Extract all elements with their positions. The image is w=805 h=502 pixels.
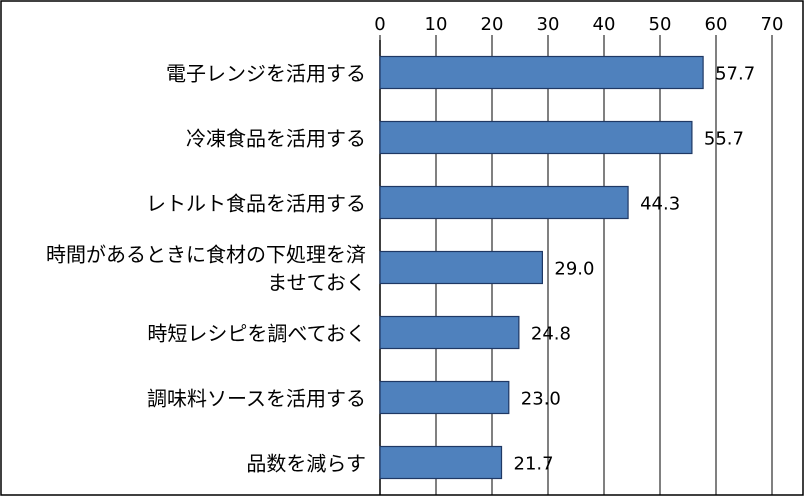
bar [379, 120, 693, 155]
bars [379, 55, 704, 480]
x-tick-label: 40 [593, 14, 616, 35]
x-tick-label: 30 [537, 14, 560, 35]
data-labels: 57.7 55.7 44.3 29.0 24.8 23.0 21.7 [514, 64, 756, 475]
data-label: 55.7 [704, 129, 744, 150]
bar [379, 55, 704, 90]
data-label: 21.7 [514, 454, 554, 475]
x-axis-ticks: 0 10 20 30 40 50 60 70 [374, 14, 783, 35]
data-label: 44.3 [640, 194, 680, 215]
data-label: 57.7 [715, 64, 755, 85]
category-label: ませておく [267, 271, 366, 295]
bar [379, 315, 520, 350]
x-tick-label: 60 [705, 14, 728, 35]
gridlines [379, 35, 773, 495]
bar [379, 250, 543, 285]
x-tick-label: 70 [761, 14, 784, 35]
data-label: 23.0 [521, 389, 561, 410]
data-label: 24.8 [531, 324, 571, 345]
category-label: 調味料ソースを活用する [147, 387, 366, 411]
category-labels: 電子レンジを活用する冷凍食品を活用するレトルト食品を活用する時間があるときに食材… [46, 62, 366, 476]
bar [379, 445, 503, 480]
category-label: 冷凍食品を活用する [186, 127, 366, 151]
category-label: レトルト食品を活用する [146, 192, 366, 216]
x-tick-label: 10 [425, 14, 448, 35]
x-tick-label: 50 [649, 14, 672, 35]
category-label: 品数を減らす [246, 452, 366, 476]
bar [379, 380, 510, 415]
category-label: 電子レンジを活用する [166, 62, 366, 86]
category-label: 時短レシピを調べておく [147, 322, 366, 346]
x-tick-label: 0 [374, 14, 385, 35]
x-tick-label: 20 [481, 14, 504, 35]
bar [379, 185, 629, 220]
category-label: 時間があるときに食材の下処理を済 [46, 243, 366, 267]
data-label: 29.0 [554, 259, 594, 280]
